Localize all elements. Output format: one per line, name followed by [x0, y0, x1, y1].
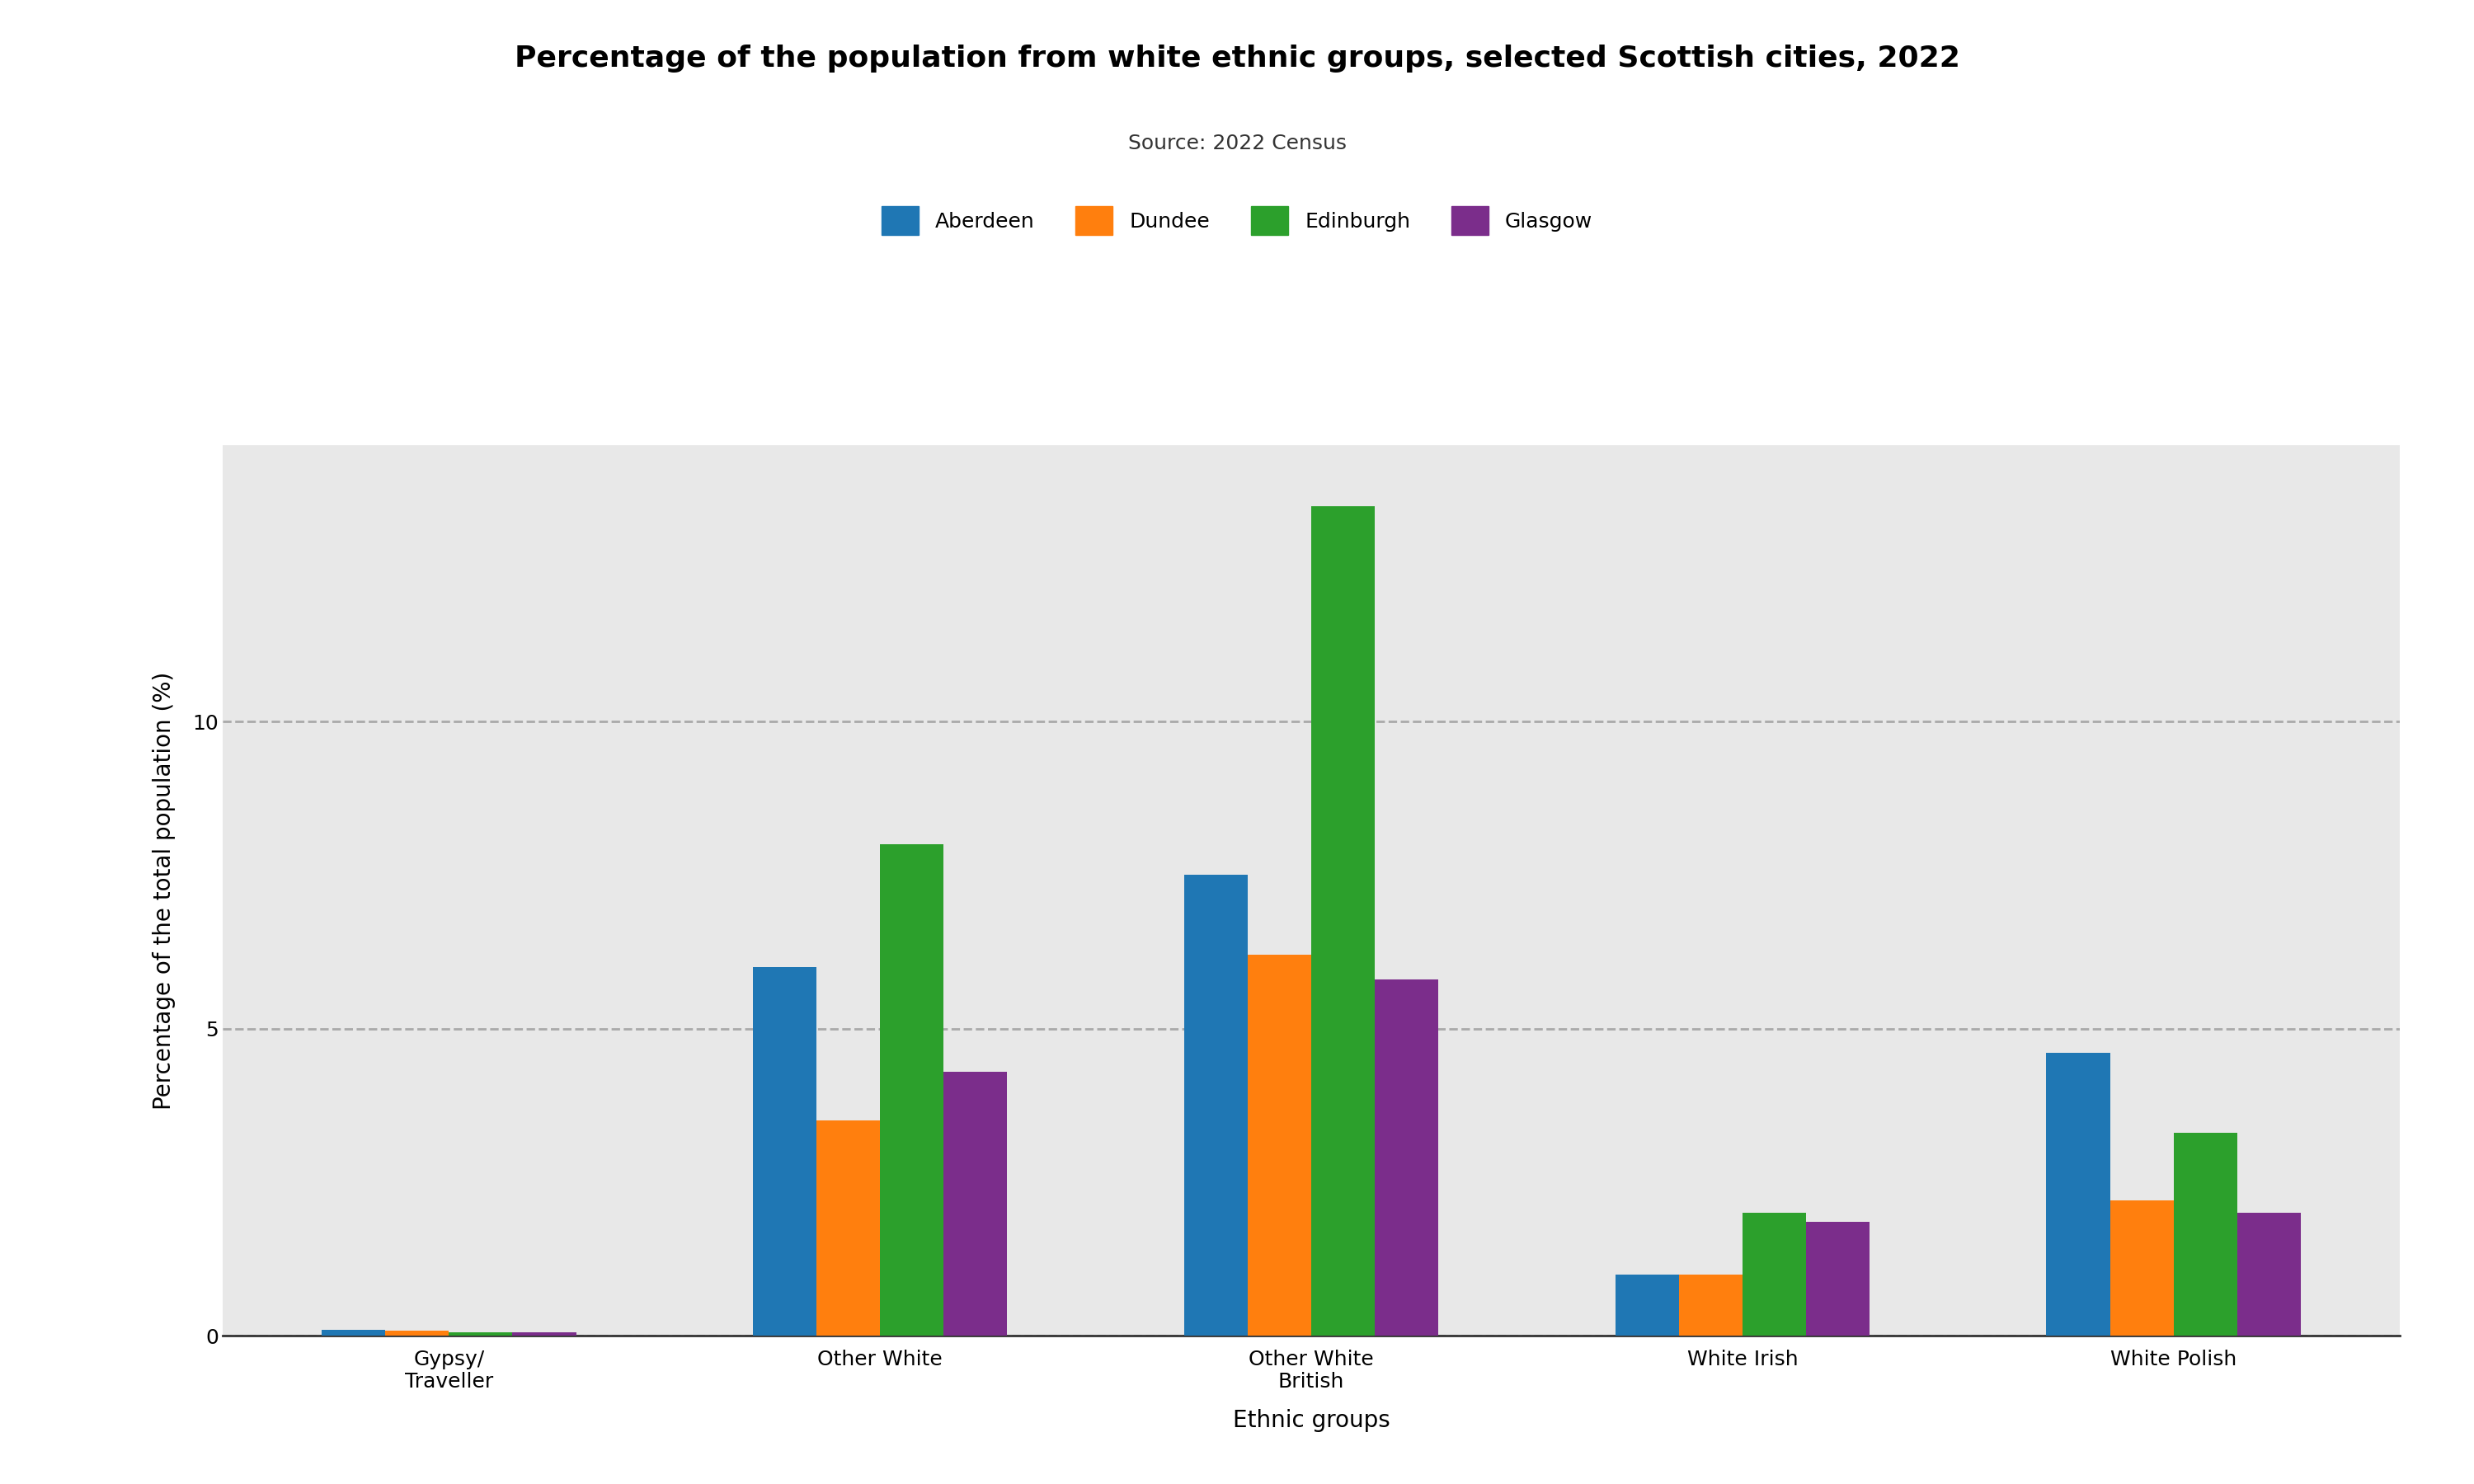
Bar	[322, 1330, 386, 1336]
Bar	[816, 1120, 881, 1336]
Bar	[2110, 1201, 2175, 1336]
Bar	[752, 968, 816, 1336]
Bar	[2236, 1212, 2301, 1336]
Text: Source: 2022 Census: Source: 2022 Census	[1128, 134, 1346, 153]
Y-axis label: Percentage of the total population (%): Percentage of the total population (%)	[153, 671, 176, 1110]
Bar	[881, 844, 943, 1336]
Bar	[1311, 506, 1376, 1336]
Bar	[1742, 1212, 1806, 1336]
Bar	[1376, 979, 1437, 1336]
Bar	[448, 1333, 512, 1336]
Bar	[386, 1331, 448, 1336]
Text: Percentage of the population from white ethnic groups, selected Scottish cities,: Percentage of the population from white …	[515, 45, 1959, 73]
Bar	[1616, 1275, 1680, 1336]
Legend: Aberdeen, Dundee, Edinburgh, Glasgow: Aberdeen, Dundee, Edinburgh, Glasgow	[871, 196, 1603, 245]
Bar	[1806, 1221, 1870, 1336]
Bar	[1185, 876, 1247, 1336]
Bar	[1680, 1275, 1742, 1336]
Bar	[2175, 1132, 2236, 1336]
Bar	[1247, 954, 1311, 1336]
Bar	[943, 1071, 1007, 1336]
Bar	[2046, 1054, 2110, 1336]
Bar	[512, 1333, 576, 1336]
X-axis label: Ethnic groups: Ethnic groups	[1232, 1410, 1390, 1432]
